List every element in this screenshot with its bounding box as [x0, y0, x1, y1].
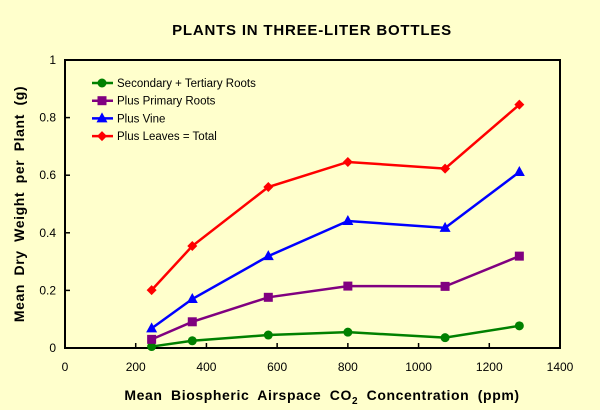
legend-entry: Plus Primary Roots	[92, 96, 216, 108]
x-axis-label-subscript: 2	[352, 396, 358, 407]
series-plus-leaves-total	[146, 99, 525, 296]
x-tick-label: 1200	[476, 360, 503, 374]
legend-entry: Plus Vine	[92, 112, 165, 125]
legend-label: Plus Vine	[117, 113, 165, 125]
y-tick-label: 0	[49, 341, 56, 355]
series-line	[150, 171, 521, 330]
x-tick-label: 200	[126, 360, 146, 374]
x-tick-label: 400	[196, 360, 216, 374]
data-point	[440, 281, 450, 291]
y-tick-label: 0.4	[39, 226, 56, 240]
data-point	[147, 334, 157, 344]
legend-entry: Secondary + Tertiary Roots	[92, 78, 256, 90]
data-point	[342, 156, 353, 167]
data-point	[440, 163, 451, 174]
data-point	[263, 330, 273, 340]
series-line	[150, 103, 521, 291]
data-point	[343, 327, 353, 337]
x-tick-label: 1400	[547, 360, 574, 374]
x-tick-label: 600	[267, 360, 287, 374]
legend-label: Secondary + Tertiary Roots	[117, 78, 256, 90]
legend-marker	[96, 112, 108, 123]
series-secondary-tertiary-roots	[147, 321, 524, 352]
data-point	[343, 281, 353, 291]
legend-marker	[97, 131, 107, 142]
data-point	[263, 182, 274, 193]
legend-marker	[97, 78, 107, 88]
series-line	[151, 324, 520, 348]
x-tick-label: 800	[338, 360, 358, 374]
data-point	[146, 322, 158, 333]
legend-marker	[97, 96, 107, 106]
data-point	[262, 250, 274, 261]
data-point	[342, 214, 354, 225]
y-tick-label: 0.8	[39, 111, 56, 125]
series-plus-primary-roots	[147, 251, 524, 344]
data-point	[186, 293, 198, 304]
plot-frame	[64, 59, 561, 349]
data-point	[514, 321, 524, 331]
series-plus-vine	[146, 166, 525, 333]
data-point	[514, 99, 525, 110]
data-point	[146, 285, 157, 296]
data-point	[187, 336, 197, 346]
legend-label: Plus Leaves = Total	[117, 131, 217, 143]
series-line	[151, 254, 520, 341]
x-axis-label-unit: Concentration (ppm)	[358, 387, 520, 403]
data-point	[440, 333, 450, 343]
legend-label: Plus Primary Roots	[117, 96, 216, 108]
y-axis-label: Mean Dry Weight per Plant (g)	[11, 86, 27, 322]
y-tick-label: 1	[49, 53, 56, 67]
data-point	[513, 166, 525, 177]
x-tick-label: 0	[62, 360, 69, 374]
data-point	[263, 292, 273, 302]
x-axis-label: Mean Biospheric Airspace CO2 Concentrati…	[124, 387, 519, 407]
y-tick-label: 0.2	[39, 283, 56, 297]
chart-title: PLANTS IN THREE-LITER BOTTLES	[172, 22, 452, 39]
data-point	[187, 317, 197, 327]
legend-entry: Plus Leaves = Total	[92, 131, 217, 143]
x-tick-label: 1000	[405, 360, 432, 374]
data-point	[187, 241, 198, 252]
data-point	[514, 251, 524, 261]
y-tick-label: 0.6	[39, 168, 56, 182]
x-axis-label-main: Mean Biospheric Airspace CO	[124, 387, 352, 403]
data-point	[147, 342, 157, 352]
legend: Secondary + Tertiary Roots Plus Primary R…	[92, 78, 256, 143]
data-point	[439, 221, 451, 232]
